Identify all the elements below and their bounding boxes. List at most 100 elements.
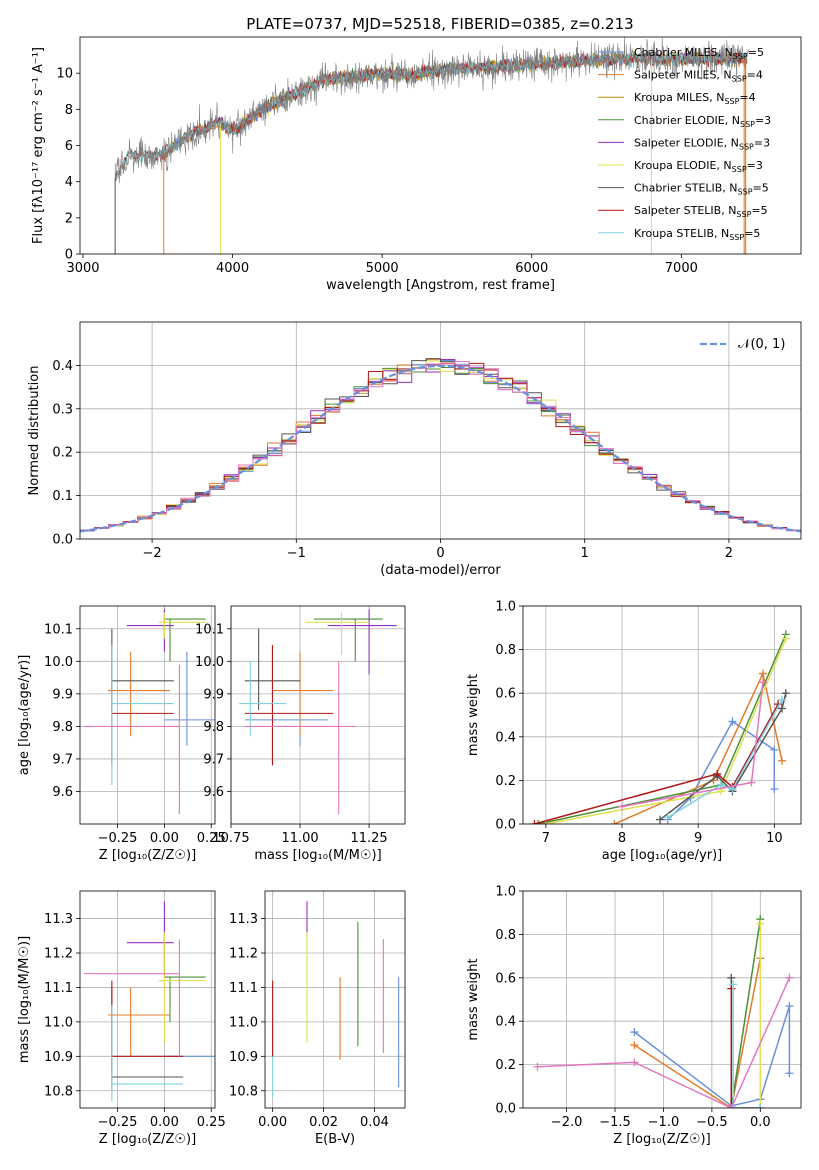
age_vs_mass-ytick-label: 10.1 bbox=[195, 622, 224, 637]
mass_vs_Z-ytick-label: 11.1 bbox=[44, 981, 73, 996]
figure-title: PLATE=0737, MJD=52518, FIBERID=0385, z=0… bbox=[246, 15, 633, 33]
residuals-ylabel: Normed distribution bbox=[27, 366, 42, 496]
weight_vs_age-ytick-label: 0.6 bbox=[495, 687, 516, 702]
spectrum-xtick-label: 4000 bbox=[216, 261, 249, 276]
weight_vs_Z-xtick-label: −0.5 bbox=[696, 1115, 728, 1130]
mass_vs_Z-xtick-label: 0.25 bbox=[197, 1115, 226, 1130]
legend-sub: SSP bbox=[724, 97, 739, 106]
mass_vs_Z-panel: −0.25 0.00 0.25 10.8 10.9 11.0 11.1 11.2 11.3 Z [… bbox=[17, 890, 226, 1147]
mass_vs_ebv-ytick-label: 11.2 bbox=[229, 947, 258, 962]
weight-series-line bbox=[730, 988, 761, 1108]
spectrum-ytick-label: 4 bbox=[65, 175, 73, 190]
spectrum-ytick-label: 2 bbox=[65, 211, 73, 226]
weight-marker bbox=[770, 785, 779, 794]
weight-marker bbox=[727, 973, 736, 982]
weight-series-line bbox=[659, 693, 787, 821]
mass_vs_ebv-ytick-label: 11.3 bbox=[229, 912, 258, 927]
weight_vs_Z-plot-area bbox=[523, 891, 801, 1108]
age_vs_mass-xlabel: mass [log₁₀(M/M☉)] bbox=[254, 848, 381, 863]
weight-series-line bbox=[537, 977, 791, 1108]
residuals-panel: −2 −1 0 1 2 0.0 0.1 0.2 0.3 0.4 (data-model)/error… bbox=[27, 321, 802, 578]
weight-marker bbox=[630, 1058, 639, 1067]
spectrum-ylabel: Flux [fλ10⁻¹⁷ erg cm⁻² s⁻¹ A⁻¹] bbox=[31, 47, 46, 244]
spectrum-xlabel: wavelength [Angstrom, rest frame] bbox=[326, 278, 555, 293]
legend-sub: SSP bbox=[736, 210, 751, 219]
legend-name: Chabrier STELIB, N bbox=[634, 182, 738, 195]
legend-entry: Chabrier ELODIE, NSSP=3 bbox=[634, 114, 771, 129]
legend-entry: Chabrier STELIB, NSSP=5 bbox=[634, 182, 769, 197]
mass_vs_ebv-ytick-label: 11.1 bbox=[229, 981, 258, 996]
weight-marker bbox=[728, 717, 737, 726]
age_vs_Z-ytick-label: 9.9 bbox=[52, 687, 73, 702]
residual-histogram bbox=[80, 358, 801, 532]
weight_vs_Z-xtick-label: −2.0 bbox=[551, 1115, 583, 1130]
weight-marker bbox=[747, 778, 756, 787]
mass_vs_Z-ytick-label: 10.8 bbox=[44, 1084, 73, 1099]
legend-entry: Kroupa ELODIE, NSSP=3 bbox=[634, 159, 763, 174]
weight-series-line bbox=[633, 958, 762, 1108]
mass_vs_ebv-xlabel: E(B-V) bbox=[315, 1132, 355, 1147]
age_vs_Z-panel: −0.25 0.00 0.25 9.6 9.7 9.8 9.9 10.0 10.1 Z [log₁… bbox=[17, 605, 226, 863]
mass_vs_Z-frame bbox=[79, 890, 216, 1109]
weight-marker bbox=[785, 1002, 794, 1011]
age_vs_mass-xtick-label: 10.75 bbox=[212, 831, 249, 846]
age_vs_Z-ytick-label: 10.1 bbox=[44, 622, 73, 637]
weight_vs_age-plot-area bbox=[523, 606, 801, 824]
mass_vs_ebv-plot-area bbox=[265, 891, 405, 1108]
age_vs_mass-panel: 10.75 11.00 11.25 9.6 9.7 9.8 9.9 10.0 10.1 mass … bbox=[195, 605, 406, 863]
weight-marker bbox=[727, 1104, 736, 1108]
weight-marker bbox=[777, 695, 786, 704]
weight-marker bbox=[717, 780, 726, 789]
weight-marker bbox=[758, 678, 767, 687]
weight_vs_age-ylabel: mass weight bbox=[466, 674, 481, 756]
weight_vs_Z-ytick-label: 0.6 bbox=[495, 971, 516, 986]
spectrum-xtick-label: 3000 bbox=[66, 261, 99, 276]
weight-marker bbox=[785, 1069, 794, 1078]
legend-sub: SSP bbox=[739, 142, 754, 151]
mass_vs_Z-plot-area bbox=[80, 891, 215, 1108]
legend-entry: Chabrier MILES, NSSP=5 bbox=[634, 46, 764, 61]
legend-name: Kroupa MILES, N bbox=[634, 91, 724, 104]
age_vs_Z-ytick-label: 9.8 bbox=[52, 720, 73, 735]
spectrum-plot-area bbox=[114, 37, 749, 254]
legend-entry: Salpeter MILES, NSSP=4 bbox=[634, 69, 763, 84]
age_vs_Z-ytick-label: 10.0 bbox=[44, 655, 73, 670]
weight-marker bbox=[756, 919, 765, 928]
residuals-frame bbox=[79, 321, 802, 540]
weight_vs_Z-xtick-label: −1.5 bbox=[599, 1115, 631, 1130]
residuals-plot-area bbox=[80, 322, 801, 539]
age_vs_Z-plot-area bbox=[80, 606, 215, 824]
legend-sub: SSP bbox=[732, 165, 747, 174]
mass_vs_Z-xlabel: Z [log₁₀(Z/Z☉)] bbox=[99, 1132, 196, 1147]
legend-tail: =5 bbox=[744, 227, 760, 240]
weight_vs_Z-xtick-label: 0.0 bbox=[750, 1115, 771, 1130]
mass_vs_ebv-panel: 0.00 0.02 0.04 10.8 10.9 11.0 11.1 11.2 11.3 E(B-… bbox=[229, 890, 406, 1147]
legend-sub: SSP bbox=[733, 52, 748, 61]
mass_vs_Z-ytick-label: 10.9 bbox=[44, 1050, 73, 1065]
legend-sub: SSP bbox=[729, 233, 744, 242]
weight-marker bbox=[530, 820, 539, 824]
weight-marker bbox=[618, 802, 627, 811]
weight-marker bbox=[727, 984, 736, 993]
weight_vs_Z-ylabel: mass weight bbox=[466, 958, 481, 1040]
weight-series-line bbox=[667, 720, 776, 821]
observed-spectrum bbox=[114, 37, 749, 254]
weight-series-line bbox=[732, 984, 761, 1108]
weight_vs_Z-ytick-label: 0.2 bbox=[495, 1058, 516, 1073]
weight_vs_age-ytick-label: 0.4 bbox=[495, 730, 516, 745]
weight_vs_age-xtick-label: 9 bbox=[694, 831, 702, 846]
residuals-xtick-label: 0 bbox=[436, 546, 444, 561]
residuals-ytick-label: 0.0 bbox=[52, 533, 73, 548]
age_vs_Z-ylabel: age [log₁₀(age/yr)] bbox=[17, 655, 32, 776]
weight-series-line bbox=[538, 634, 787, 824]
mass_vs_ebv-frame bbox=[264, 890, 406, 1109]
residuals-ytick-label: 0.2 bbox=[52, 446, 73, 461]
weight-marker bbox=[729, 980, 738, 989]
legend-name: Chabrier MILES, N bbox=[634, 46, 733, 59]
legend-tail: =3 bbox=[755, 114, 771, 127]
weight_vs_Z-ytick-label: 0.0 bbox=[495, 1102, 516, 1117]
weight-marker bbox=[781, 689, 790, 698]
mass_vs_Z-ytick-label: 11.3 bbox=[44, 912, 73, 927]
weight_vs_Z-panel: −2.0 −1.5 −1.0 −0.5 0.0 0.0 0.2 0.4 0.6 0.8 1.0 Z [… bbox=[466, 885, 802, 1147]
